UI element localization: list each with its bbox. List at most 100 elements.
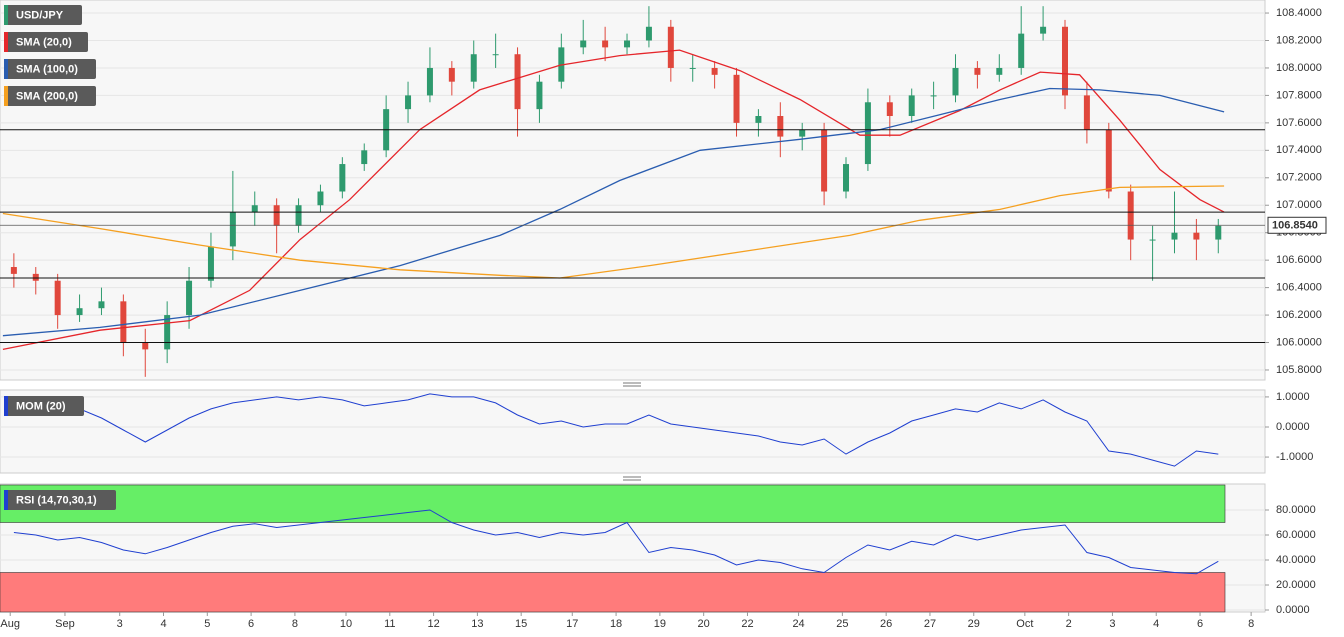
x-tick-label: 12 bbox=[427, 618, 439, 630]
x-tick-label: 20 bbox=[698, 618, 710, 630]
legend-swatch bbox=[4, 5, 8, 25]
x-tick-label: 13 bbox=[471, 618, 483, 630]
x-tick-label: 17 bbox=[566, 618, 578, 630]
candle-body bbox=[251, 205, 258, 213]
y-tick-label: 60.0000 bbox=[1276, 529, 1316, 541]
candle-body bbox=[317, 191, 324, 206]
legend-label: SMA (100,0) bbox=[16, 63, 78, 75]
candle-body bbox=[142, 342, 149, 350]
y-tick-label: 0.0000 bbox=[1276, 421, 1310, 433]
legend-swatch bbox=[4, 490, 8, 510]
candle-body bbox=[1105, 129, 1112, 192]
legend-swatch bbox=[4, 86, 8, 106]
last-price-box bbox=[1267, 216, 1327, 234]
y-tick-label: 106.6000 bbox=[1276, 254, 1322, 266]
x-tick-label: 25 bbox=[836, 618, 848, 630]
candle-body bbox=[624, 40, 631, 48]
y-tick-label: 80.0000 bbox=[1276, 504, 1316, 516]
y-tick-label: 108.0000 bbox=[1276, 62, 1322, 74]
legend-box bbox=[4, 86, 96, 106]
y-tick-label: 1.0000 bbox=[1276, 391, 1310, 403]
legend-label: USD/JPY bbox=[16, 9, 64, 21]
candle-body bbox=[514, 54, 521, 110]
legend-label: SMA (20,0) bbox=[16, 36, 72, 48]
legend-box bbox=[4, 5, 82, 25]
x-tick-label: Oct bbox=[1016, 618, 1033, 630]
line bbox=[2, 185, 1225, 279]
x-tick-label: 3 bbox=[117, 618, 123, 630]
x-tick-label: Aug bbox=[0, 618, 20, 630]
candle-body bbox=[755, 116, 762, 123]
candle-body bbox=[1083, 95, 1090, 130]
candle-body bbox=[164, 315, 171, 350]
y-tick-label: 106.0000 bbox=[1276, 336, 1322, 348]
x-tick-label: 11 bbox=[384, 618, 395, 630]
x-tick-label: 15 bbox=[515, 618, 527, 630]
x-tick-label: 4 bbox=[160, 618, 166, 630]
legend-swatch bbox=[4, 32, 8, 52]
candle-body bbox=[207, 246, 214, 281]
oversold-zone bbox=[0, 572, 1226, 613]
candle-body bbox=[229, 212, 236, 247]
y-tick-label: 107.4000 bbox=[1276, 144, 1322, 156]
x-tick-label: 3 bbox=[1109, 618, 1115, 630]
candle-body bbox=[470, 54, 477, 82]
x-tick-label: 6 bbox=[1197, 618, 1203, 630]
candle-body bbox=[974, 67, 981, 75]
candle-body bbox=[952, 67, 959, 96]
last-price-label: 106.8540 bbox=[1272, 220, 1318, 232]
candle-body bbox=[843, 164, 850, 192]
candle-body bbox=[1215, 225, 1222, 240]
overbought-zone bbox=[0, 484, 1226, 523]
mom-panel bbox=[0, 389, 1266, 474]
x-tick-label: 6 bbox=[248, 618, 254, 630]
candle-body bbox=[930, 95, 937, 97]
legend-box bbox=[4, 396, 84, 416]
candle-body bbox=[908, 95, 915, 117]
candle-body bbox=[580, 40, 587, 48]
candle-body bbox=[492, 54, 499, 56]
y-tick-label: -1.0000 bbox=[1276, 451, 1313, 463]
candle-body bbox=[426, 67, 433, 96]
candle-body bbox=[733, 74, 740, 123]
price-panel bbox=[0, 0, 1266, 381]
candle-body bbox=[448, 67, 455, 82]
line bbox=[13, 509, 1219, 575]
x-tick-label: 22 bbox=[741, 618, 753, 630]
candle-body bbox=[821, 129, 828, 192]
y-tick-label: 108.4000 bbox=[1276, 7, 1322, 19]
candle-body bbox=[120, 301, 127, 343]
legend-box bbox=[4, 59, 96, 79]
candle-body bbox=[689, 67, 696, 69]
candle-body bbox=[10, 267, 17, 274]
candle-body bbox=[799, 129, 806, 137]
panel-handle[interactable] bbox=[623, 382, 641, 481]
y-tick-label: 107.8000 bbox=[1276, 89, 1322, 101]
candle-body bbox=[98, 301, 105, 309]
candle-body bbox=[32, 273, 39, 281]
x-tick-label: 8 bbox=[1248, 618, 1254, 630]
x-tick-label: 4 bbox=[1153, 618, 1159, 630]
candle-body bbox=[1193, 232, 1200, 240]
x-tick-label: Sep bbox=[55, 618, 75, 630]
candle-body bbox=[1018, 33, 1025, 68]
candle-body bbox=[536, 81, 543, 110]
y-tick-label: 108.2000 bbox=[1276, 34, 1322, 46]
candle-body bbox=[339, 164, 346, 192]
y-tick-label: 107.0000 bbox=[1276, 199, 1322, 211]
y-tick-label: 40.0000 bbox=[1276, 554, 1316, 566]
candle-body bbox=[361, 150, 368, 165]
candle-body bbox=[711, 67, 718, 75]
candle-body bbox=[667, 26, 674, 68]
x-tick-label: 8 bbox=[292, 618, 298, 630]
legend-label: RSI (14,70,30,1) bbox=[16, 494, 97, 506]
line bbox=[2, 87, 1225, 337]
y-tick-label: 106.2000 bbox=[1276, 309, 1322, 321]
legend-box bbox=[4, 32, 88, 52]
x-tick-label: 19 bbox=[654, 618, 666, 630]
candle-body bbox=[602, 40, 609, 48]
candle-body bbox=[405, 95, 412, 110]
y-tick-label: 106.4000 bbox=[1276, 282, 1322, 294]
legend-label: MOM (20) bbox=[16, 400, 66, 412]
